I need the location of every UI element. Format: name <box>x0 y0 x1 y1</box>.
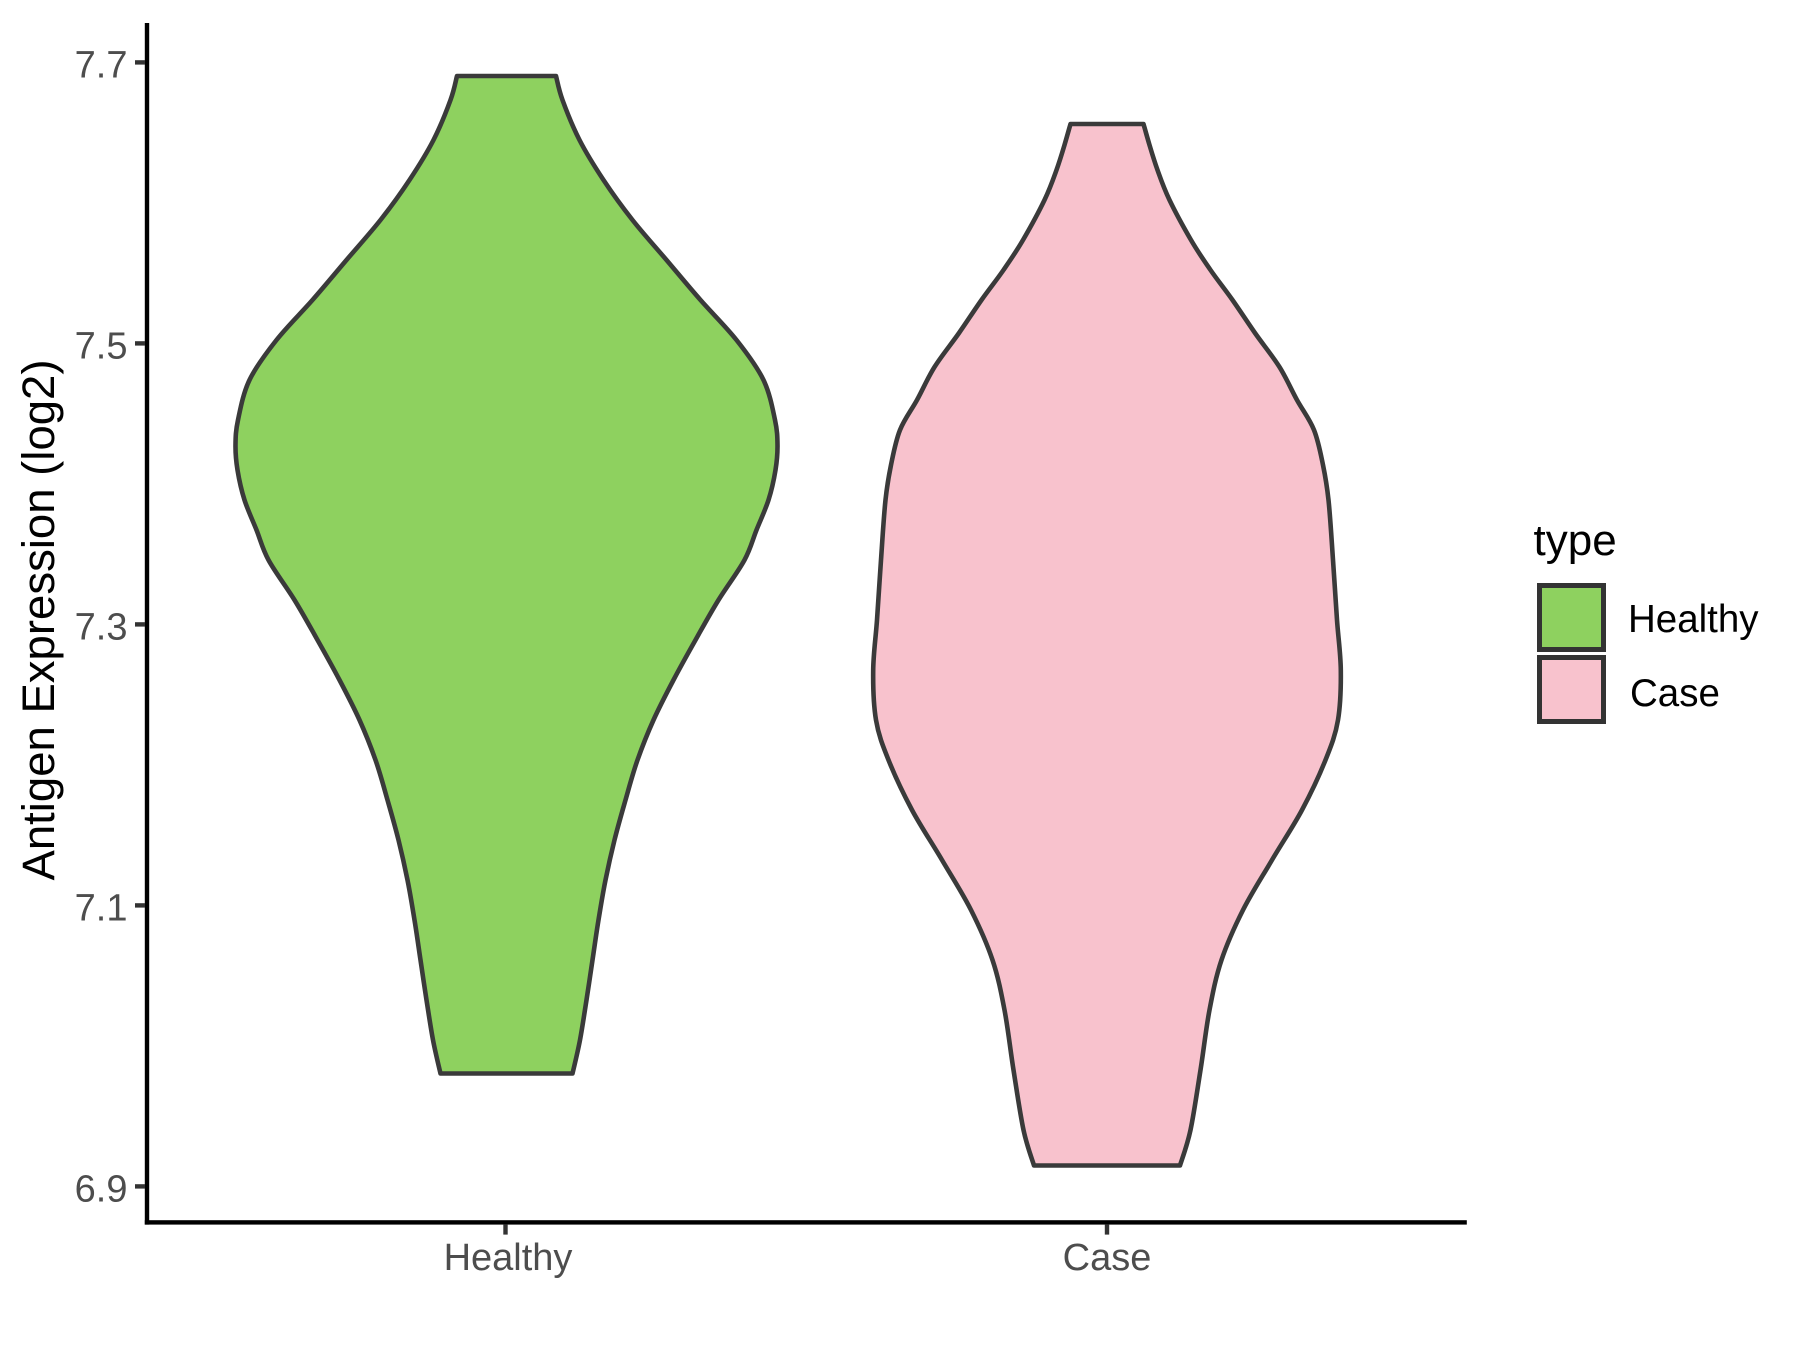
svg-text:Healthy: Healthy <box>444 1237 573 1279</box>
svg-text:Case: Case <box>1630 672 1720 715</box>
svg-text:7.3: 7.3 <box>75 607 128 649</box>
svg-text:Case: Case <box>1063 1237 1152 1279</box>
svg-text:type: type <box>1534 516 1617 565</box>
svg-text:6.9: 6.9 <box>75 1169 128 1211</box>
svg-text:Antigen Expression (log2): Antigen Expression (log2) <box>13 359 64 880</box>
svg-text:7.5: 7.5 <box>75 326 128 368</box>
svg-text:Healthy: Healthy <box>1628 598 1759 641</box>
svg-text:7.1: 7.1 <box>75 888 128 930</box>
svg-text:7.7: 7.7 <box>75 45 128 87</box>
